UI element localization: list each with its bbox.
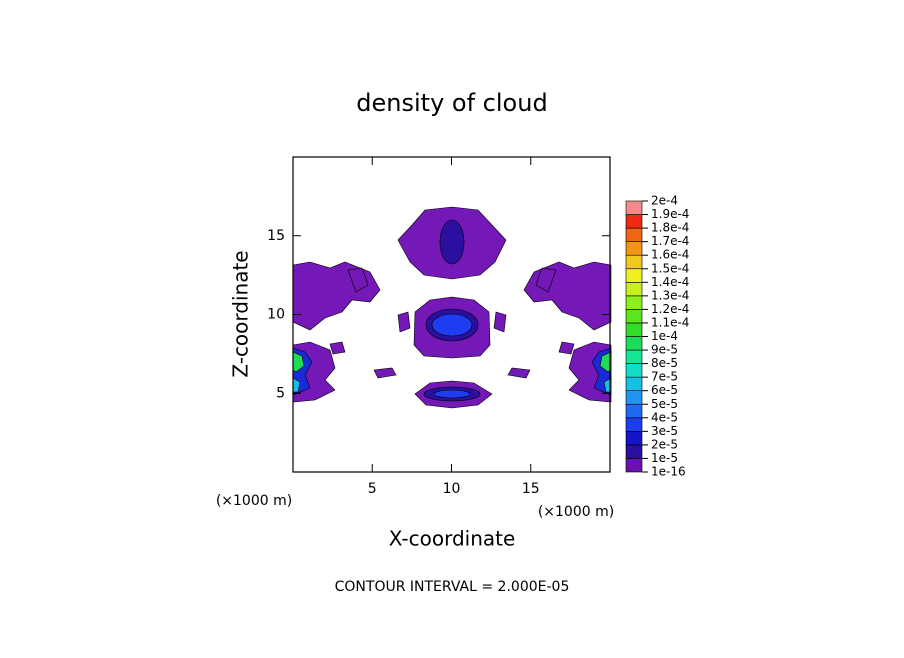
colorbar-label: 3e-5	[651, 424, 678, 438]
y-tick-label: 15	[267, 228, 285, 244]
colorbar-swatch	[625, 363, 643, 378]
colorbar-swatch	[625, 336, 643, 351]
colorbar-swatch	[625, 281, 643, 297]
colorbar-label: 6e-5	[651, 383, 678, 397]
colorbar-swatch	[625, 390, 643, 405]
colorbar-label: 2e-4	[651, 194, 678, 208]
side-contours	[292, 261, 411, 403]
colorbar-label: 8e-5	[651, 356, 678, 370]
y-unit: (×1000 m)	[216, 493, 292, 509]
colorbar-swatch	[625, 417, 643, 432]
colorbar-swatch	[625, 295, 643, 310]
colorbar-label: 4e-5	[651, 410, 678, 424]
colorbar-label: 1.5e-4	[651, 261, 689, 275]
y-axis-label: Z-coordinate	[229, 250, 253, 377]
x-tick-label: 5	[368, 481, 377, 497]
colorbar-swatch	[625, 227, 643, 242]
colorbar-label: 1e-4	[651, 329, 678, 343]
colorbar-label: 2e-5	[651, 437, 678, 451]
colorbar-label: 1.8e-4	[651, 221, 689, 235]
x-tick-label: 15	[522, 481, 540, 497]
colorbar-swatch	[625, 241, 643, 256]
y-tick-label: 5	[276, 385, 285, 401]
colorbar-swatch	[625, 322, 643, 337]
colorbar-swatch	[625, 349, 643, 364]
colorbar-swatch	[625, 268, 643, 283]
colorbar-label: 1.9e-4	[651, 207, 689, 221]
y-tick-label: 10	[267, 307, 285, 323]
colorbar-swatch	[625, 254, 643, 270]
colorbar-label: 5e-5	[651, 397, 678, 411]
colorbar-label: 1e-5	[651, 451, 678, 465]
colorbar-label: 1e-16	[651, 465, 686, 479]
colorbar-label: 7e-5	[651, 370, 678, 384]
colorbar-swatch	[625, 200, 643, 215]
x-unit: (×1000 m)	[538, 504, 614, 520]
colorbar-label: 1.1e-4	[651, 315, 689, 329]
footer: CONTOUR INTERVAL = 2.000E-05	[335, 579, 570, 595]
colorbar-swatch	[625, 214, 643, 229]
contour-field	[292, 206, 612, 409]
colorbar-swatch	[625, 431, 643, 446]
colorbar-label: 9e-5	[651, 343, 678, 357]
colorbar-label: 1.2e-4	[651, 302, 689, 316]
colorbar-swatch	[625, 403, 643, 419]
chart-title: density of cloud	[356, 89, 547, 117]
colorbar-label: 1.3e-4	[651, 288, 689, 302]
x-axis-label: X-coordinate	[389, 527, 516, 551]
colorbar-swatch	[625, 458, 643, 473]
colorbar-swatch	[625, 444, 643, 459]
colorbar-label: 1.4e-4	[651, 275, 689, 289]
colorbar-swatch	[625, 376, 643, 391]
colorbar-label: 1.6e-4	[651, 248, 689, 262]
colorbar-label: 1.7e-4	[651, 234, 689, 248]
x-tick-label: 10	[443, 481, 461, 497]
colorbar-swatch	[625, 309, 643, 324]
